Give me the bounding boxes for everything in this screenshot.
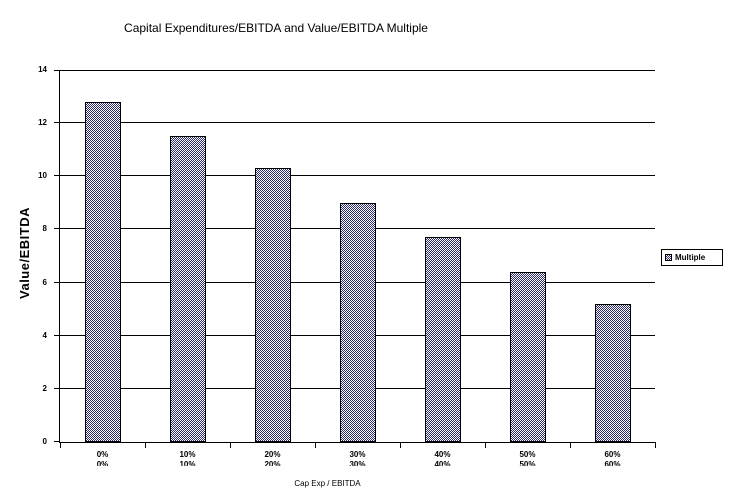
x-tick-label-text: 10%	[179, 460, 196, 466]
x-tick-label: 0% 0%	[60, 450, 145, 466]
bar	[509, 271, 546, 442]
x-axis-tick	[570, 443, 571, 448]
bar	[424, 237, 461, 442]
y-axis-tick	[54, 334, 60, 336]
x-tick-label: 20% 20%	[230, 450, 315, 466]
y-tick-label: 6	[42, 277, 47, 287]
bar	[254, 168, 291, 442]
bar	[84, 101, 121, 442]
x-tick-label-text: 20%	[264, 450, 281, 459]
y-axis-title: Value/EBITDA	[17, 207, 32, 299]
x-tick-label-text: 40%	[434, 450, 451, 459]
bar	[594, 303, 631, 442]
x-tick-label: 30% 30%	[315, 450, 400, 466]
gridline	[60, 70, 655, 71]
y-axis-tick	[54, 175, 60, 177]
y-axis-line	[59, 70, 60, 443]
x-tick-label-text: 40%	[434, 460, 451, 466]
x-tick-label-text: 0%	[96, 460, 109, 466]
x-tick-label-text: 20%	[264, 460, 281, 466]
x-tick-label-text: 10%	[179, 450, 196, 459]
x-axis-tick	[60, 443, 61, 448]
bar	[169, 136, 206, 442]
x-tick-label: 50% 50%	[485, 450, 570, 466]
y-axis-tick	[54, 122, 60, 124]
x-axis-line	[59, 442, 656, 443]
y-tick-label: 8	[42, 224, 47, 234]
x-axis-title: Cap Exp / EBITDA	[294, 479, 361, 488]
y-tick-label: 10	[38, 171, 47, 181]
y-axis-tick	[54, 228, 60, 230]
x-tick-label: 10% 10%	[145, 450, 230, 466]
y-axis-tick	[54, 387, 60, 389]
x-tick-label: 40% 40%	[400, 450, 485, 466]
gridline	[60, 175, 655, 177]
y-axis-tick	[54, 441, 60, 442]
x-tick-label-text: 30%	[349, 450, 366, 459]
legend-label: Multiple	[675, 252, 706, 262]
y-tick-label: 14	[38, 65, 47, 74]
x-axis-tick	[230, 443, 231, 448]
y-axis-tick	[54, 70, 60, 71]
y-tick-label: 0	[42, 437, 47, 446]
x-axis-tick	[655, 443, 656, 448]
y-tick-label: 2	[42, 383, 47, 393]
x-axis-tick	[485, 443, 486, 448]
x-axis-tick	[145, 443, 146, 448]
x-axis-tick	[400, 443, 401, 448]
bar	[339, 202, 376, 442]
y-tick-label: 12	[38, 118, 47, 128]
x-tick-label-text: 60%	[604, 450, 621, 459]
y-tick-label: 4	[42, 330, 47, 340]
y-axis-tick	[54, 281, 60, 283]
legend-swatch-icon	[665, 254, 672, 261]
x-axis-tick	[315, 443, 316, 448]
chart-title: Capital Expenditures/EBITDA and Value/EB…	[124, 21, 428, 35]
legend: Multiple	[661, 249, 723, 266]
gridline	[60, 122, 655, 124]
x-tick-label-text: 30%	[349, 460, 366, 466]
x-tick-label: 60% 60%	[570, 450, 655, 466]
x-tick-label-text: 60%	[604, 460, 621, 466]
plot-area: 0 2 4 6 8 10 12 14 0% 0% 10% 10% 20% 20% 30% 30% 40% 40% 5…	[38, 65, 656, 466]
x-tick-label-text: 50%	[519, 450, 536, 459]
x-tick-label-text: 50%	[519, 460, 536, 466]
x-tick-label-text: 0%	[96, 450, 109, 459]
